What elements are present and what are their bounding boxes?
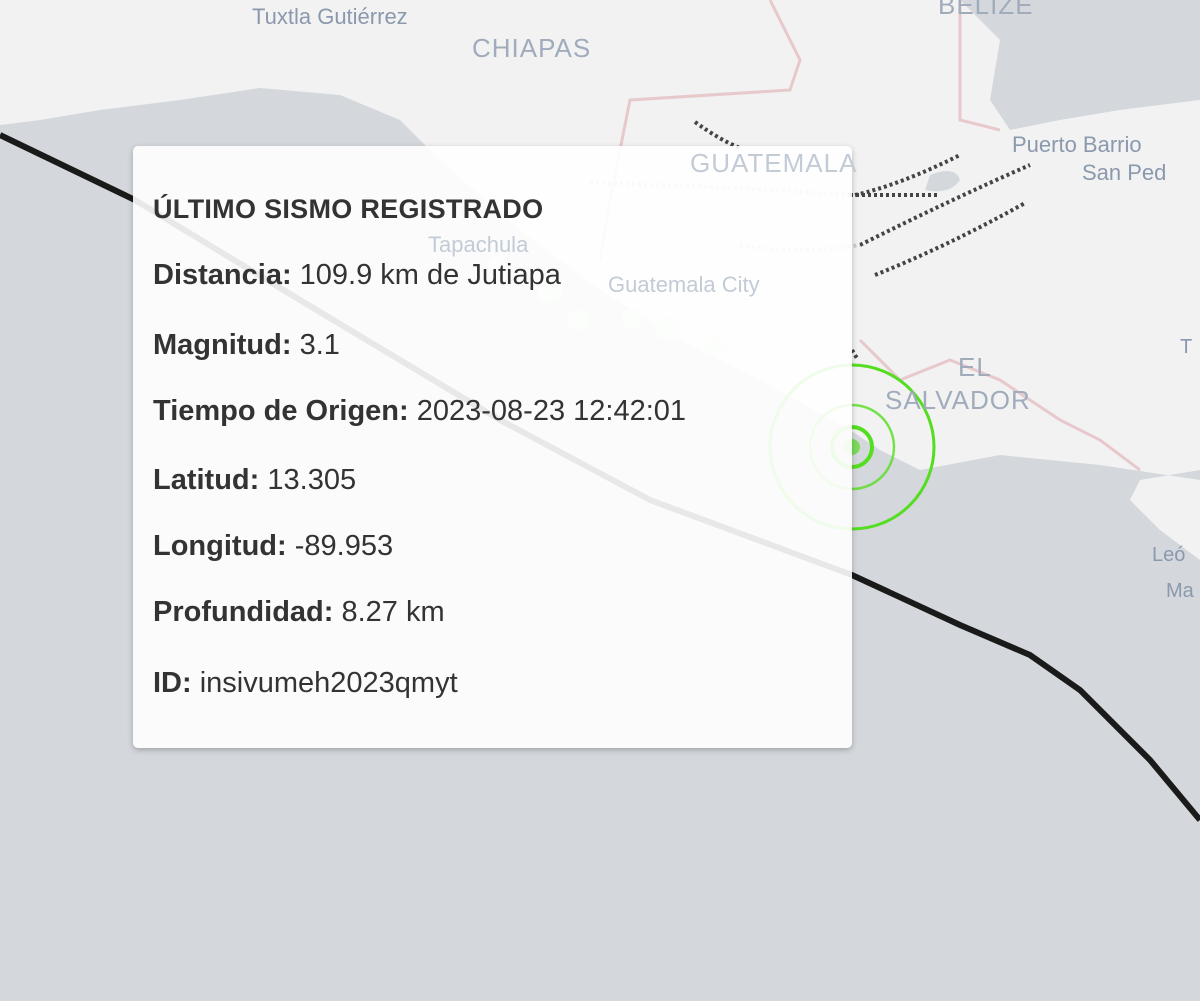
- earthquake-popup: ÚLTIMO SISMO REGISTRADO Distancia: 109.9…: [133, 146, 852, 748]
- row-tiempo-origen: Tiempo de Origen: 2023-08-23 12:42:01: [153, 395, 687, 427]
- row-distancia: Distancia: 109.9 km de Jutiapa: [153, 259, 561, 291]
- row-magnitud: Magnitud: 3.1: [153, 329, 340, 361]
- lake-izabal: [925, 171, 960, 192]
- city-label-t: T: [1180, 336, 1193, 358]
- city-label-leon: Leó: [1152, 544, 1186, 566]
- row-id: ID: insivumeh2023qmyt: [153, 667, 458, 699]
- row-longitud: Longitud: -89.953: [153, 530, 394, 562]
- city-label-guatemala-city: Guatemala City: [608, 272, 760, 297]
- city-label-san-pedro: San Ped: [1082, 160, 1167, 185]
- city-label-managua: Ma: [1166, 580, 1194, 602]
- country-label-belize: BELIZE: [938, 0, 1034, 20]
- gulf-of-honduras: [1000, 0, 1200, 125]
- popup-title: ÚLTIMO SISMO REGISTRADO: [153, 194, 544, 224]
- city-label-puerto-barrios: Puerto Barrio: [1012, 132, 1142, 157]
- row-latitud: Latitud: 13.305: [153, 464, 357, 496]
- country-label-salvador: SALVADOR: [885, 385, 1031, 415]
- city-label-tuxtla: Tuxtla Gutiérrez: [252, 4, 408, 29]
- region-label-chiapas: CHIAPAS: [472, 33, 592, 63]
- country-label-el: EL: [958, 352, 992, 382]
- row-profundidad: Profundidad: 8.27 km: [153, 596, 445, 628]
- city-label-tapachula: Tapachula: [428, 232, 529, 257]
- country-label-guatemala: GUATEMALA: [690, 148, 858, 178]
